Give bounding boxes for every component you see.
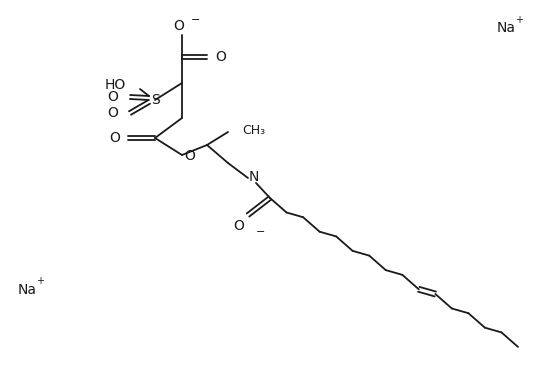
Text: O: O (173, 19, 184, 33)
Text: +: + (515, 15, 523, 25)
Text: HO: HO (105, 78, 126, 92)
Text: Na: Na (18, 283, 37, 297)
Text: S: S (150, 93, 159, 107)
Text: O: O (109, 131, 120, 145)
Text: Na: Na (497, 21, 516, 35)
Text: O: O (107, 106, 118, 120)
Text: O: O (184, 149, 195, 163)
Text: O: O (215, 50, 226, 64)
Text: −: − (191, 15, 201, 25)
Text: O: O (107, 90, 118, 104)
Text: O: O (233, 219, 244, 233)
Text: CH₃: CH₃ (242, 124, 265, 138)
Text: −: − (256, 227, 265, 237)
Text: +: + (36, 276, 44, 286)
Text: N: N (249, 170, 259, 184)
